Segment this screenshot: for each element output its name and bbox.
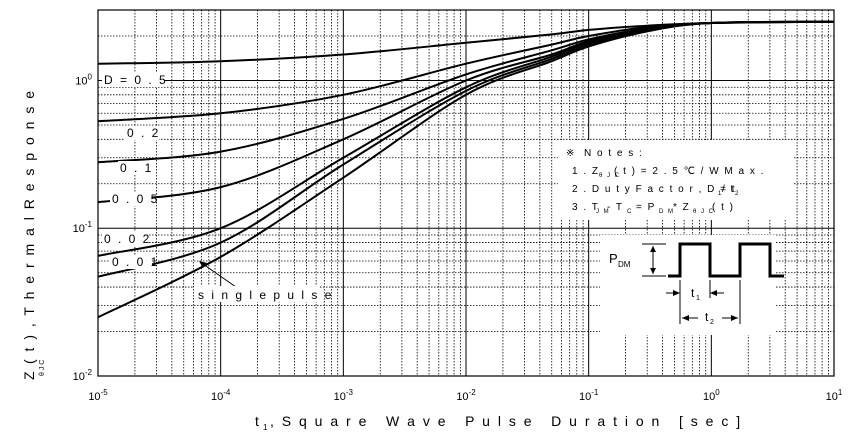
svg-text:3 . T: 3 . T (572, 202, 599, 213)
notes-box: ※ N o t e s : 1 . Z θ J C ( t ) = 2 . 5 … (558, 140, 794, 220)
pulse-waveform (668, 242, 784, 278)
note-2: 2 . D u t y F a c t o r , D = t 1 / t 2 (572, 184, 740, 197)
note-1: 1 . Z θ J C ( t ) = 2 . 5 ℃ / W M a x . (572, 166, 765, 179)
svg-text:1 . Z: 1 . Z (572, 166, 600, 177)
svg-text:C: C (627, 209, 633, 215)
svg-text:D M: D M (659, 209, 675, 215)
pdm-label: P (609, 251, 618, 266)
series-label-0-05: 0 . 0 5 (112, 192, 159, 206)
series-label-0-2: 0 . 2 (127, 126, 160, 140)
series-label-single-pulse: s i n g l e p u l s e (198, 288, 333, 302)
tick-label: 10-2 (456, 388, 476, 403)
svg-text:( t ) = 2 . 5 ℃ / W M a x: ( t ) = 2 . 5 ℃ / W M a x . (614, 166, 765, 177)
tick-label: 101 (826, 388, 843, 403)
tick-label: 10-1 (579, 388, 599, 403)
svg-text:θ J C: θ J C (39, 360, 46, 376)
pulse-diagram: P DM t 1 t 2 (600, 235, 784, 335)
x-axis-label: t 1 , S q u a r e W a v e P u l s e D u … (255, 413, 742, 432)
svg-text:* Z: * Z (673, 202, 690, 213)
svg-text:J M: J M (596, 209, 610, 215)
t1-label: t (691, 286, 695, 300)
tick-label: 10-4 (211, 388, 231, 403)
svg-text:θ J C: θ J C (599, 173, 621, 179)
svg-text:Z: Z (21, 369, 37, 380)
tick-label: 10-1 (73, 220, 93, 235)
t2-label: t (705, 310, 709, 324)
svg-text:2 . D u t y F a c t o r , D: 2 . D u t y F a c t o r , D = t (572, 184, 736, 195)
tick-label: 10-5 (88, 388, 108, 403)
series-line-single-pulse (97, 20, 835, 319)
notes-marker: ※ (566, 148, 576, 159)
svg-text:( t ): ( t ) (712, 202, 735, 213)
series-label-0-1: 0 . 1 (120, 161, 153, 175)
curves (97, 20, 835, 319)
svg-text:, S q u a r e W a v e P u: , S q u a r e W a v e P u l s e D u r a … (270, 413, 742, 429)
tick-label: 100 (75, 72, 92, 87)
svg-text:2: 2 (710, 319, 714, 326)
plot-frame (97, 9, 835, 377)
curve-labels: D = 0 . 5 0 . 2 0 . 1 0 . 0 5 0 . 0 2 0 . 0 1… (102, 73, 333, 302)
series-label-0-01: 0 . 0 1 (112, 255, 159, 269)
notes-title: N o t e s : (584, 148, 643, 159)
tick-label: 10-3 (334, 388, 354, 403)
svg-text:DM: DM (618, 260, 631, 269)
note-3: 3 . T J M - T C = P D M * Z θ J C ( t ) (572, 202, 735, 215)
svg-text:( t ) , T h e r m a l R e s: ( t ) , T h e r m a l R e s p o n s e (21, 89, 37, 364)
series-label-d-0-5: D = 0 . 5 (104, 73, 168, 87)
svg-text:= P: = P (636, 202, 656, 213)
svg-text:1: 1 (696, 295, 700, 302)
svg-text:t: t (255, 413, 261, 429)
y-axis-label: Z θ J C ( t ) , T h e r m a l R e s p o … (21, 89, 46, 380)
svg-text:θ J C: θ J C (693, 209, 715, 215)
svg-text:- T: - T (607, 202, 624, 213)
tick-labels: 10-5 10-4 10-3 10-2 10-1 100 101 10-2 10-1 100 (73, 72, 843, 403)
svg-text:1: 1 (718, 191, 723, 197)
tick-label: 10-2 (73, 368, 93, 383)
svg-text:/ t: / t (722, 184, 735, 195)
svg-text:2: 2 (735, 191, 740, 197)
svg-text:1: 1 (263, 423, 268, 432)
series-label-0-02: 0 . 0 2 (104, 232, 151, 246)
tick-label: 100 (703, 388, 720, 403)
